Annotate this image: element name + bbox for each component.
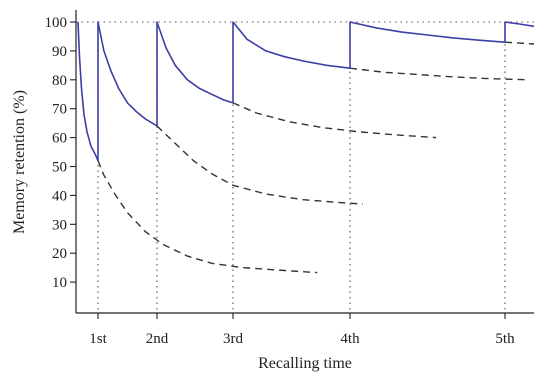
forgetting-series-line — [504, 41, 534, 45]
y-tick-label: 20 — [52, 246, 67, 262]
x-tick-label: 4th — [340, 331, 360, 347]
y-tick-label: 30 — [52, 217, 67, 233]
forgetting-curves — [97, 41, 534, 274]
forgetting-series-line — [97, 160, 318, 274]
x-tick-label: 1st — [89, 331, 107, 347]
x-axis-label: Recalling time — [258, 355, 352, 372]
y-tick-label: 60 — [52, 131, 67, 147]
y-axis-ticks: 10 20 30 40 50 60 70 80 90 100 — [45, 15, 76, 291]
x-tick-label: 3rd — [223, 331, 243, 347]
y-tick-label: 10 — [52, 275, 67, 291]
retention-series-line — [77, 21, 534, 162]
x-tick-label: 5th — [495, 331, 515, 347]
y-tick-label: 100 — [45, 15, 68, 31]
x-tick-label: 2nd — [146, 331, 169, 347]
y-tick-label: 70 — [52, 102, 67, 118]
reference-lines — [76, 21, 534, 313]
forgetting-series-line — [349, 67, 530, 81]
y-tick-label: 40 — [52, 188, 67, 204]
retention-curve — [77, 21, 534, 162]
forgetting-series-line — [232, 102, 437, 139]
x-axis-ticks: 1st 2nd 3rd 4th 5th — [89, 313, 515, 347]
y-tick-label: 50 — [52, 160, 67, 176]
y-axis-label: Memory retention (%) — [11, 90, 28, 234]
axes — [75, 10, 534, 314]
y-tick-label: 90 — [52, 44, 67, 60]
y-tick-label: 80 — [52, 73, 67, 89]
forgetting-series-line — [156, 125, 363, 205]
